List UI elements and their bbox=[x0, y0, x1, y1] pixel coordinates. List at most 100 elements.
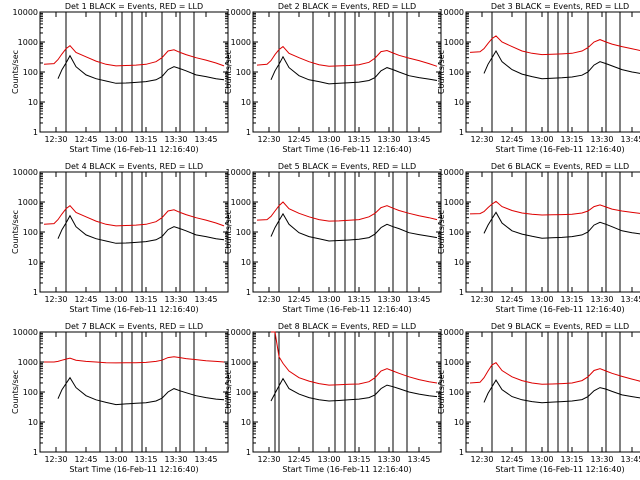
x-tick-label: 13:15 bbox=[134, 295, 157, 304]
series-line-lld bbox=[469, 35, 640, 56]
x-tick-label: 12:30 bbox=[470, 295, 493, 304]
x-tick-label: 13:30 bbox=[164, 455, 187, 464]
series-line-events bbox=[57, 54, 225, 84]
y-tick-label: 1 bbox=[33, 448, 38, 457]
y-tick-label: 1000 bbox=[231, 38, 251, 47]
series-line-lld bbox=[44, 356, 225, 364]
y-tick-label: 10000 bbox=[439, 168, 464, 177]
x-tick-label: 12:30 bbox=[257, 135, 280, 144]
plot-frame bbox=[39, 331, 229, 453]
x-tick-label: 13:15 bbox=[347, 455, 370, 464]
x-tick-label: 12:30 bbox=[257, 455, 280, 464]
detector-panel: Det 1 BLACK = Events, RED = LLD 1 10 100 100… bbox=[11, 2, 229, 154]
y-tick-label: 100 bbox=[236, 388, 251, 397]
x-tick-label: 12:30 bbox=[470, 135, 493, 144]
x-tick-label: 12:30 bbox=[44, 295, 67, 304]
x-tick-label: 13:00 bbox=[317, 295, 340, 304]
y-tick-label: 100 bbox=[236, 228, 251, 237]
y-tick-label: 10 bbox=[241, 98, 251, 107]
plot-frame bbox=[252, 331, 442, 453]
x-tick-label: 13:00 bbox=[104, 295, 127, 304]
x-tick-label: 13:30 bbox=[164, 295, 187, 304]
y-axis-label: Counts/sec bbox=[11, 50, 20, 94]
x-tick-label: 13:45 bbox=[407, 295, 430, 304]
panel-title: Det 6 BLACK = Events, RED = LLD bbox=[491, 162, 629, 171]
x-tick-label: 13:15 bbox=[560, 455, 583, 464]
panel-title: Det 9 BLACK = Events, RED = LLD bbox=[491, 322, 629, 331]
y-tick-label: 1 bbox=[459, 128, 464, 137]
y-tick-label: 10 bbox=[28, 418, 38, 427]
series-line-events bbox=[57, 214, 225, 244]
x-tick-label: 13:00 bbox=[530, 455, 553, 464]
x-tick-label: 13:00 bbox=[530, 135, 553, 144]
x-tick-label: 13:45 bbox=[194, 295, 217, 304]
y-tick-label: 100 bbox=[23, 388, 38, 397]
detector-panel: Det 8 BLACK = Events, RED = LLD 1 10 100 100… bbox=[224, 322, 442, 474]
x-tick-label: 13:15 bbox=[134, 455, 157, 464]
y-tick-label: 10000 bbox=[439, 8, 464, 17]
x-tick-label: 13:45 bbox=[407, 135, 430, 144]
y-tick-label: 1 bbox=[246, 128, 251, 137]
x-tick-label: 12:45 bbox=[287, 135, 310, 144]
y-tick-label: 1000 bbox=[231, 198, 251, 207]
detector-panel: Det 9 BLACK = Events, RED = LLD 1 10 100 100… bbox=[437, 322, 640, 474]
x-tick-label: 13:30 bbox=[377, 295, 400, 304]
x-tick-label: 13:45 bbox=[620, 135, 640, 144]
panel-title: Det 2 BLACK = Events, RED = LLD bbox=[278, 2, 416, 11]
x-tick-label: 13:30 bbox=[377, 455, 400, 464]
x-axis-label: Start Time (16-Feb-11 12:16:40) bbox=[282, 465, 411, 474]
panel-title: Det 1 BLACK = Events, RED = LLD bbox=[65, 2, 203, 11]
detector-panel: Det 4 BLACK = Events, RED = LLD 1 10 100 100… bbox=[11, 162, 229, 314]
y-tick-label: 1 bbox=[246, 448, 251, 457]
x-tick-label: 13:30 bbox=[590, 455, 613, 464]
x-tick-label: 13:15 bbox=[560, 295, 583, 304]
y-tick-label: 10 bbox=[454, 98, 464, 107]
plot-frame bbox=[39, 171, 229, 293]
x-tick-label: 12:45 bbox=[74, 135, 97, 144]
x-axis-label: Start Time (16-Feb-11 12:16:40) bbox=[495, 145, 624, 154]
x-tick-label: 13:30 bbox=[590, 295, 613, 304]
panel-title: Det 8 BLACK = Events, RED = LLD bbox=[278, 322, 416, 331]
y-tick-label: 10 bbox=[454, 258, 464, 267]
series-line-lld bbox=[43, 205, 225, 227]
y-tick-label: 1000 bbox=[444, 198, 464, 207]
y-tick-label: 10000 bbox=[226, 328, 251, 337]
series-line-lld bbox=[256, 45, 438, 67]
y-tick-label: 1 bbox=[33, 128, 38, 137]
y-tick-label: 1000 bbox=[231, 358, 251, 367]
y-axis-label: Counts/sec bbox=[437, 370, 446, 414]
series-line-events bbox=[270, 212, 438, 242]
x-tick-label: 12:45 bbox=[287, 295, 310, 304]
y-tick-label: 100 bbox=[236, 68, 251, 77]
plot-frame bbox=[252, 171, 442, 293]
x-tick-label: 13:15 bbox=[347, 135, 370, 144]
x-tick-label: 12:30 bbox=[257, 295, 280, 304]
y-tick-label: 1000 bbox=[444, 358, 464, 367]
series-line-lld bbox=[256, 201, 438, 222]
y-tick-label: 10000 bbox=[13, 328, 38, 337]
y-tick-label: 10 bbox=[28, 258, 38, 267]
x-tick-label: 13:00 bbox=[317, 455, 340, 464]
y-tick-label: 10 bbox=[28, 98, 38, 107]
x-tick-label: 13:00 bbox=[104, 135, 127, 144]
x-tick-label: 13:15 bbox=[134, 135, 157, 144]
series-line-events bbox=[483, 211, 640, 239]
panel-title: Det 5 BLACK = Events, RED = LLD bbox=[278, 162, 416, 171]
x-tick-label: 12:45 bbox=[74, 455, 97, 464]
x-tick-label: 12:45 bbox=[500, 455, 523, 464]
series-line-events bbox=[270, 55, 438, 85]
x-axis-label: Start Time (16-Feb-11 12:16:40) bbox=[282, 305, 411, 314]
x-tick-label: 13:15 bbox=[560, 135, 583, 144]
y-tick-label: 10000 bbox=[13, 8, 38, 17]
panel-title: Det 7 BLACK = Events, RED = LLD bbox=[65, 322, 203, 331]
y-tick-label: 100 bbox=[23, 68, 38, 77]
y-tick-label: 10000 bbox=[13, 168, 38, 177]
y-tick-label: 100 bbox=[449, 388, 464, 397]
y-tick-label: 10000 bbox=[439, 328, 464, 337]
detector-panel: Det 6 BLACK = Events, RED = LLD 1 10 100 100… bbox=[437, 162, 640, 314]
x-axis-label: Start Time (16-Feb-11 12:16:40) bbox=[495, 465, 624, 474]
x-tick-label: 13:15 bbox=[347, 295, 370, 304]
series-line-events bbox=[483, 50, 640, 80]
y-axis-label: Counts/sec bbox=[224, 50, 233, 94]
y-axis-label: Counts/sec bbox=[437, 210, 446, 254]
